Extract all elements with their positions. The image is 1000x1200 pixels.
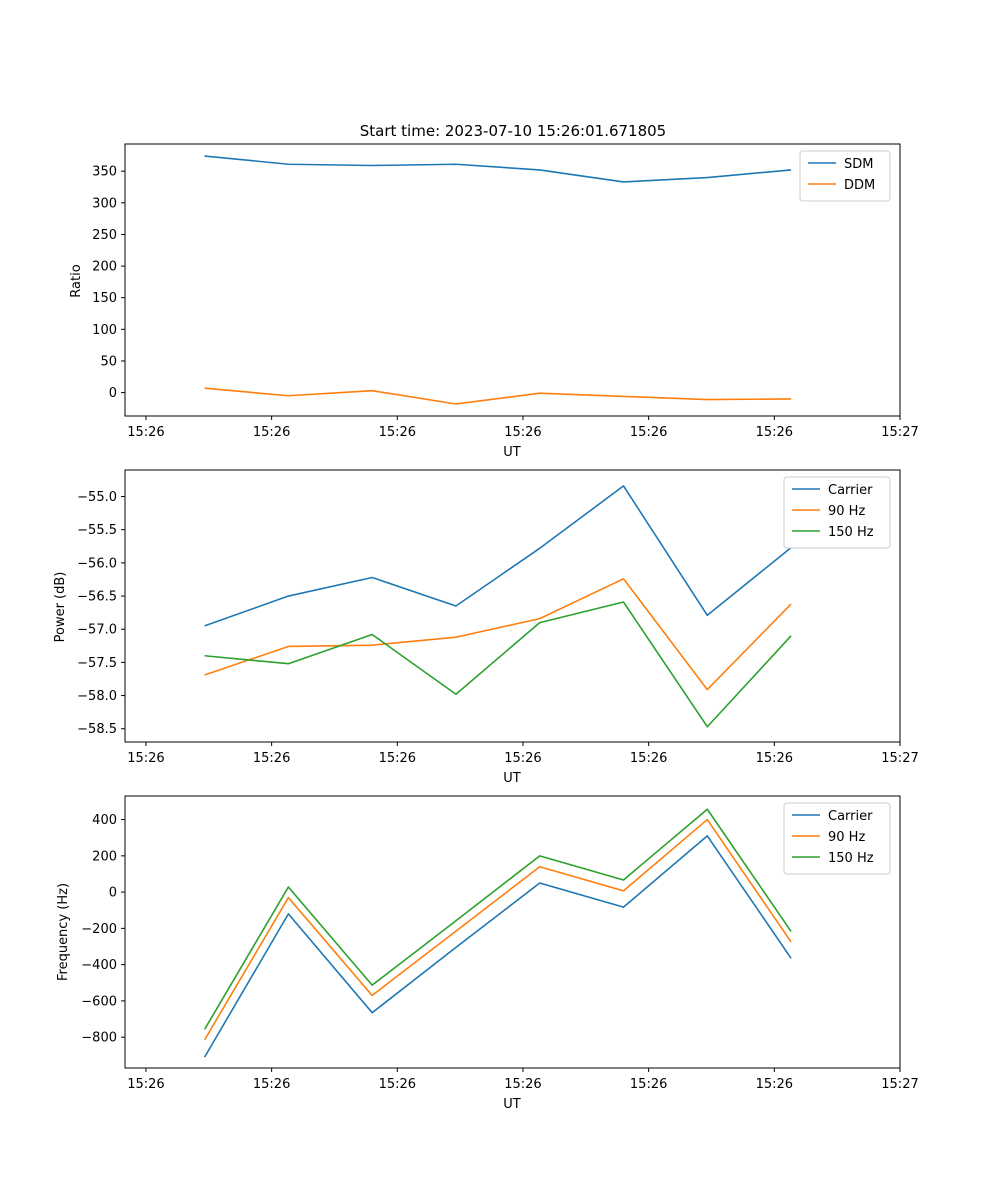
x-tick-label: 15:26 (756, 1077, 793, 1092)
x-tick-label: 15:26 (630, 751, 667, 766)
x-tick-label: 15:27 (881, 425, 918, 440)
y-tick-label: 150 (92, 291, 117, 306)
y-tick-label: 50 (100, 354, 117, 369)
series-line-carrier (203, 835, 792, 1058)
y-tick-label: −56.0 (77, 556, 117, 571)
y-tick-label: 200 (92, 849, 117, 864)
x-tick-label: 15:26 (253, 1077, 290, 1092)
x-tick-label: 15:27 (881, 751, 918, 766)
series-line-150-hz (204, 601, 792, 728)
x-axis-label: UT (503, 445, 521, 460)
x-tick-label: 15:26 (127, 1077, 164, 1092)
x-tick-label: 15:26 (504, 751, 541, 766)
x-axis-label: UT (503, 1097, 521, 1112)
y-tick-label: −600 (81, 994, 117, 1009)
legend: Carrier 90 Hz 150 Hz (783, 802, 891, 875)
legend-label: 150 Hz (828, 851, 874, 866)
x-tick-label: 15:26 (756, 425, 793, 440)
series-line-carrier (204, 485, 792, 627)
x-tick-label: 15:26 (630, 425, 667, 440)
x-tick-label: 15:26 (379, 425, 416, 440)
x-tick-label: 15:26 (379, 1077, 416, 1092)
legend-label: Carrier (828, 483, 873, 498)
y-tick-label: 300 (92, 196, 117, 211)
x-tick-label: 15:27 (881, 1077, 918, 1092)
y-tick-label: 350 (92, 165, 117, 180)
x-tick-label: 15:26 (630, 1077, 667, 1092)
legend: SDM DDM (799, 150, 891, 202)
axes-frame (124, 469, 901, 743)
chart-title: Start time: 2023-07-10 15:26:01.671805 (360, 122, 666, 140)
legend-label: 150 Hz (828, 525, 874, 540)
x-tick-label: 15:26 (127, 425, 164, 440)
y-tick-label: −57.0 (77, 623, 117, 638)
y-axis-label: Power (dB) (53, 572, 68, 643)
y-axis-label: Frequency (Hz) (56, 883, 71, 981)
x-tick-label: 15:26 (756, 751, 793, 766)
y-axis-label: Ratio (69, 264, 84, 297)
legend-label: SDM (844, 157, 873, 172)
y-tick-label: −400 (81, 958, 117, 973)
y-tick-label: 400 (92, 813, 117, 828)
legend: Carrier 90 Hz 150 Hz (783, 476, 891, 549)
y-tick-label: −57.5 (77, 656, 117, 671)
x-tick-label: 15:26 (379, 751, 416, 766)
y-tick-label: 100 (92, 323, 117, 338)
y-tick-label: −58.5 (77, 722, 117, 737)
legend-label: Carrier (828, 809, 873, 824)
y-tick-label: −200 (81, 922, 117, 937)
series-line-90-hz (203, 818, 792, 1041)
x-tick-label: 15:26 (253, 751, 290, 766)
y-tick-label: 0 (109, 386, 117, 401)
axes-frame (124, 143, 901, 417)
legend-label: DDM (844, 178, 875, 193)
x-axis-label: UT (503, 771, 521, 786)
power-chart: 15:26 15:26 15:26 15:26 15:26 15:26 15:27 −58.5… (53, 469, 919, 786)
frequency-chart: 15:26 15:26 15:26 15:26 15:26 15:26 15:27 −800 −… (56, 795, 919, 1112)
axes-frame (124, 795, 901, 1069)
series-line-90-hz (204, 577, 792, 691)
y-tick-label: 0 (109, 886, 117, 901)
y-tick-label: −55.0 (77, 490, 117, 505)
y-tick-label: −56.5 (77, 590, 117, 605)
series-line-150-hz (203, 808, 792, 1030)
y-tick-label: −800 (81, 1031, 117, 1046)
legend-label: 90 Hz (828, 830, 865, 845)
y-tick-label: −55.5 (77, 523, 117, 538)
x-tick-label: 15:26 (504, 425, 541, 440)
series-line-sdm (204, 155, 792, 183)
x-tick-label: 15:26 (127, 751, 164, 766)
legend-label: 90 Hz (828, 504, 865, 519)
y-tick-label: −58.0 (77, 689, 117, 704)
y-tick-label: 250 (92, 228, 117, 243)
y-tick-label: 200 (92, 260, 117, 275)
ratio-chart: 15:26 15:26 15:26 15:26 15:26 15:26 15:27 0 50 10… (69, 143, 919, 460)
series-line-ddm (204, 387, 792, 405)
x-tick-label: 15:26 (253, 425, 290, 440)
x-tick-label: 15:26 (504, 1077, 541, 1092)
